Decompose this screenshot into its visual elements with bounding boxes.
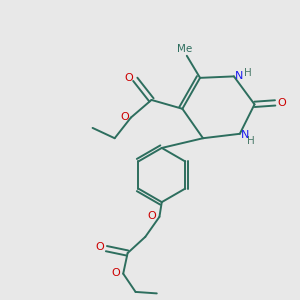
Text: O: O [277,98,286,108]
Text: O: O [124,73,133,83]
Text: N: N [235,70,243,80]
Text: N: N [241,130,249,140]
Text: Me: Me [177,44,192,54]
Text: O: O [148,211,156,221]
Text: H: H [244,68,252,78]
Text: H: H [247,136,255,146]
Text: O: O [96,242,104,252]
Text: O: O [112,268,120,278]
Text: O: O [120,112,129,122]
